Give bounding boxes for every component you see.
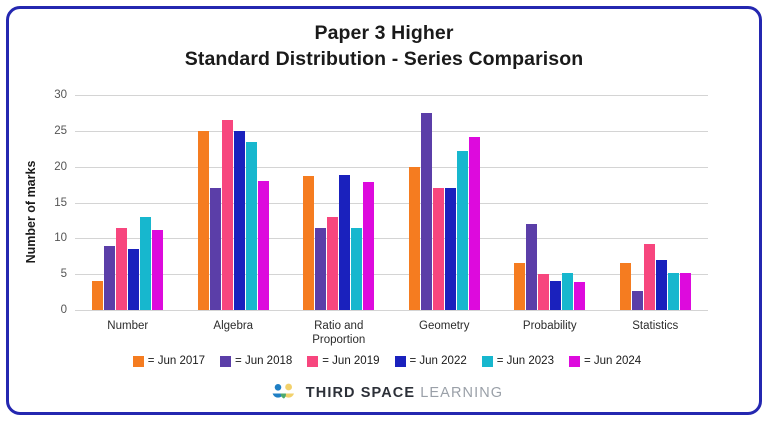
bar [550,281,562,310]
legend-swatch [394,355,406,367]
bar [432,188,444,310]
legend-item[interactable]: = Jun 2023 [481,355,554,367]
x-axis-tick-label: Number [107,320,149,332]
third-space-learning-logo-icon [272,383,294,399]
bar [538,274,550,310]
bar [315,227,327,310]
bar [562,272,574,310]
bar [679,273,691,310]
legend-label: = Jun 2019 [322,355,380,367]
bar [574,282,586,310]
y-axis-title: Number of marks [24,160,38,264]
legend-label: = Jun 2023 [496,355,554,367]
bar [339,175,351,310]
gridline: 5 [61,268,708,280]
bar [128,249,140,310]
brand-footer: THIRD SPACE LEARNING [9,383,765,403]
bar-group: Statistics [603,95,709,332]
bar [197,130,209,310]
bar [655,259,667,310]
bar-chart: Number of marks 0 5 10 15 20 25 30 Number Algeb… [9,9,765,418]
legend-swatch [132,355,144,367]
chart-card-frame: Paper 3 Higher Standard Distribution - S… [6,6,762,415]
chart-title-line-2: Standard Distribution - Series Compariso… [184,47,584,70]
y-axis-tick-label: 0 [60,304,67,316]
gridline: 15 [54,197,708,209]
legend-swatch [307,355,319,367]
bar [363,181,375,310]
legend-item[interactable]: = Jun 2024 [568,355,642,367]
gridline: 20 [54,161,708,173]
y-axis-tick-label: 25 [54,124,67,137]
bar [526,224,538,310]
legend-label: = Jun 2022 [409,355,467,367]
y-axis-tick-label: 30 [54,89,67,101]
gridline: 25 [54,125,708,137]
bar [104,245,116,310]
gridline: 0 [61,304,708,316]
bar [619,263,631,310]
bar [221,120,233,310]
chart-title-line-1: Paper 3 Higher [314,22,454,44]
x-axis-tick-label: Algebra [213,320,254,332]
bar-group: Probability [497,95,603,332]
brand-name-primary: THIRD SPACE [305,385,416,401]
y-axis-tick-label: 10 [54,232,67,245]
bar [514,263,526,310]
legend-swatch [568,355,580,367]
bar [643,244,655,310]
bar [257,181,269,310]
gridline: 30 [54,89,708,101]
chart-title: Paper 3 Higher Standard Distribution - S… [9,21,759,72]
bar [420,112,432,310]
bar [116,227,128,310]
bar [408,166,420,310]
y-axis-tick-label: 5 [60,268,67,281]
x-axis-tick-label: Geometry [419,320,470,332]
bar-group: Geometry [392,95,498,332]
x-axis-tick-label: Probability [522,320,577,332]
bar [631,290,643,310]
brand-name-suffix: LEARNING [420,385,504,401]
legend-item[interactable]: = Jun 2022 [394,355,467,367]
x-axis-tick-label: Statistics [632,320,679,332]
bar [444,188,456,310]
chart-legend: = Jun 2017 = Jun 2018 = Jun 2019 = Jun 2022… [9,355,765,367]
legend-swatch [481,355,493,367]
bar [456,150,468,310]
legend-label: = Jun 2024 [583,355,642,367]
bar-group: Ratio and Proportion [286,95,392,346]
bar [92,281,104,310]
bar [351,227,363,310]
legend-label: = Jun 2017 [147,355,206,367]
bar [245,141,257,310]
plot-area: 0 5 10 15 20 25 30 Number Algebra Ratio and Prop… [54,89,709,346]
bar [233,130,245,310]
legend-item[interactable]: = Jun 2019 [307,355,380,367]
bar-group: Number [75,95,181,332]
legend-item[interactable]: = Jun 2018 [220,355,292,367]
bar [327,216,339,310]
bar [140,216,152,310]
bar [667,272,679,310]
bar [152,229,164,310]
bar-group: Algebra [181,95,287,332]
y-axis-tick-label: 20 [54,160,67,173]
bar [468,136,480,310]
bar-groups: Number Algebra Ratio and Proportion Geometr… [75,95,709,346]
legend-label: = Jun 2018 [235,355,293,367]
bar [209,188,221,310]
legend-item[interactable]: = Jun 2017 [132,355,206,367]
y-axis-tick-label: 15 [54,196,67,209]
bar [303,175,315,310]
legend-swatch [220,355,232,367]
gridline: 10 [54,232,708,244]
x-axis-tick-label: Ratio and Proportion [312,320,366,347]
